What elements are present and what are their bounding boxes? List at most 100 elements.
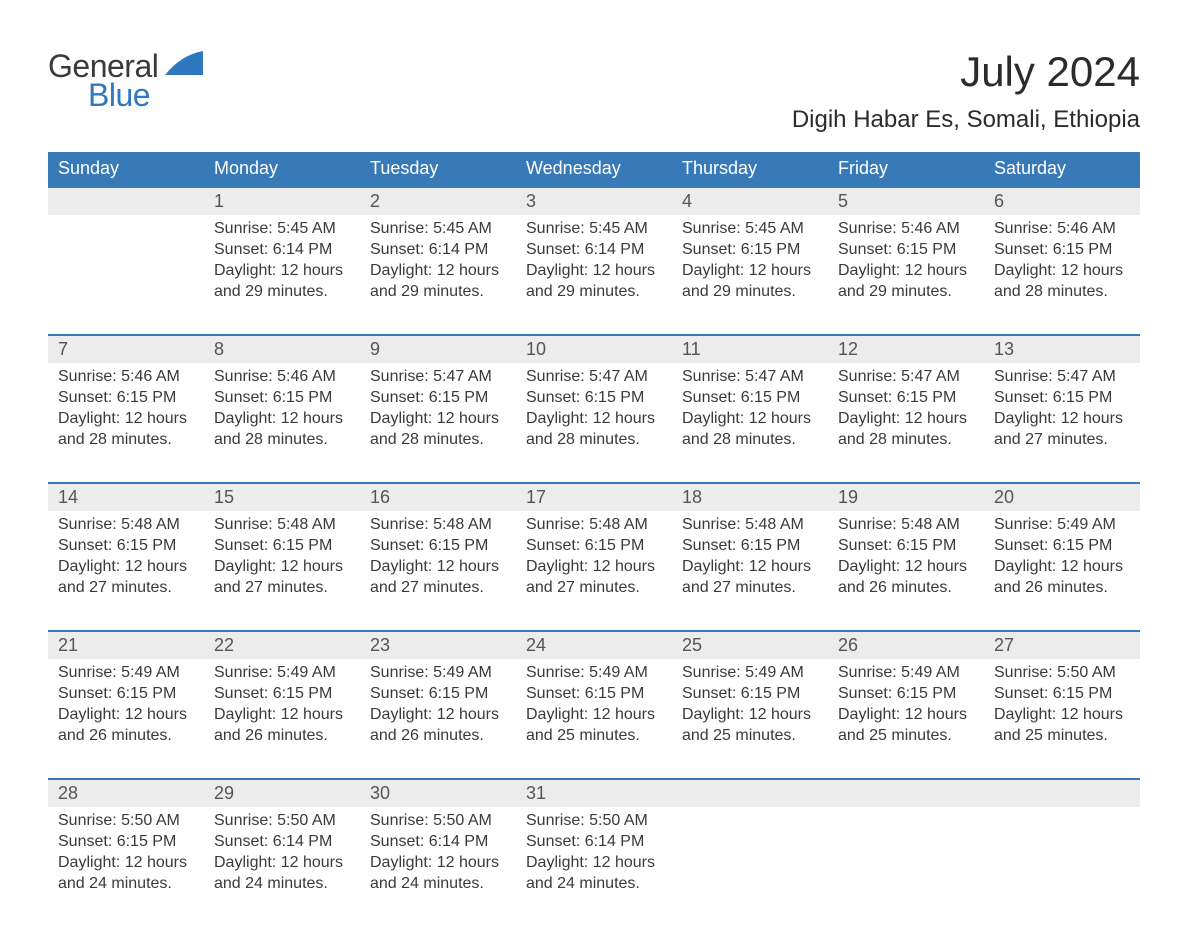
daylight-text: Daylight: 12 hours and 29 minutes. <box>682 260 818 302</box>
sunrise-text: Sunrise: 5:47 AM <box>526 366 662 387</box>
day-number: 21 <box>48 630 204 659</box>
sunrise-text: Sunrise: 5:48 AM <box>214 514 350 535</box>
daylight-text: Daylight: 12 hours and 26 minutes. <box>838 556 974 598</box>
sunrise-text: Sunrise: 5:46 AM <box>994 218 1130 239</box>
daylight-text: Daylight: 12 hours and 27 minutes. <box>526 556 662 598</box>
location: Digih Habar Es, Somali, Ethiopia <box>792 106 1140 134</box>
sunset-text: Sunset: 6:15 PM <box>58 831 194 852</box>
calendar-cell: 23Sunrise: 5:49 AMSunset: 6:15 PMDayligh… <box>360 630 516 778</box>
sunrise-text: Sunrise: 5:48 AM <box>58 514 194 535</box>
calendar-cell: 19Sunrise: 5:48 AMSunset: 6:15 PMDayligh… <box>828 482 984 630</box>
sunrise-text: Sunrise: 5:48 AM <box>370 514 506 535</box>
daylight-text: Daylight: 12 hours and 29 minutes. <box>526 260 662 302</box>
day-number: 24 <box>516 630 672 659</box>
calendar-cell: 8Sunrise: 5:46 AMSunset: 6:15 PMDaylight… <box>204 334 360 482</box>
daylight-text: Daylight: 12 hours and 27 minutes. <box>682 556 818 598</box>
day-header: Thursday <box>672 152 828 186</box>
day-number: 31 <box>516 778 672 807</box>
day-details: Sunrise: 5:49 AMSunset: 6:15 PMDaylight:… <box>828 659 984 756</box>
daylight-text: Daylight: 12 hours and 28 minutes. <box>838 408 974 450</box>
day-number <box>984 778 1140 807</box>
day-details: Sunrise: 5:50 AMSunset: 6:14 PMDaylight:… <box>204 807 360 904</box>
sunrise-text: Sunrise: 5:46 AM <box>214 366 350 387</box>
sunset-text: Sunset: 6:15 PM <box>682 239 818 260</box>
sunset-text: Sunset: 6:15 PM <box>994 683 1130 704</box>
calendar-cell: 11Sunrise: 5:47 AMSunset: 6:15 PMDayligh… <box>672 334 828 482</box>
calendar-cell: 6Sunrise: 5:46 AMSunset: 6:15 PMDaylight… <box>984 186 1140 334</box>
daylight-text: Daylight: 12 hours and 27 minutes. <box>994 408 1130 450</box>
day-number: 2 <box>360 186 516 215</box>
day-number: 30 <box>360 778 516 807</box>
sunset-text: Sunset: 6:15 PM <box>370 683 506 704</box>
daylight-text: Daylight: 12 hours and 28 minutes. <box>214 408 350 450</box>
sunset-text: Sunset: 6:15 PM <box>838 535 974 556</box>
calendar-cell: 10Sunrise: 5:47 AMSunset: 6:15 PMDayligh… <box>516 334 672 482</box>
day-details <box>672 807 828 820</box>
sunset-text: Sunset: 6:15 PM <box>994 535 1130 556</box>
sunset-text: Sunset: 6:15 PM <box>526 387 662 408</box>
day-details: Sunrise: 5:46 AMSunset: 6:15 PMDaylight:… <box>984 215 1140 312</box>
day-details: Sunrise: 5:49 AMSunset: 6:15 PMDaylight:… <box>204 659 360 756</box>
daylight-text: Daylight: 12 hours and 28 minutes. <box>370 408 506 450</box>
sunrise-text: Sunrise: 5:48 AM <box>682 514 818 535</box>
calendar-cell: 22Sunrise: 5:49 AMSunset: 6:15 PMDayligh… <box>204 630 360 778</box>
sunset-text: Sunset: 6:15 PM <box>58 535 194 556</box>
sunrise-text: Sunrise: 5:48 AM <box>838 514 974 535</box>
sunrise-text: Sunrise: 5:49 AM <box>526 662 662 683</box>
calendar-cell: 14Sunrise: 5:48 AMSunset: 6:15 PMDayligh… <box>48 482 204 630</box>
day-number <box>672 778 828 807</box>
sunset-text: Sunset: 6:15 PM <box>838 387 974 408</box>
day-header: Friday <box>828 152 984 186</box>
day-number: 12 <box>828 334 984 363</box>
day-number: 28 <box>48 778 204 807</box>
day-header: Saturday <box>984 152 1140 186</box>
day-details: Sunrise: 5:50 AMSunset: 6:15 PMDaylight:… <box>984 659 1140 756</box>
sunrise-text: Sunrise: 5:49 AM <box>838 662 974 683</box>
sunset-text: Sunset: 6:14 PM <box>526 831 662 852</box>
sunset-text: Sunset: 6:15 PM <box>994 239 1130 260</box>
daylight-text: Daylight: 12 hours and 26 minutes. <box>58 704 194 746</box>
daylight-text: Daylight: 12 hours and 29 minutes. <box>214 260 350 302</box>
daylight-text: Daylight: 12 hours and 25 minutes. <box>838 704 974 746</box>
day-number: 13 <box>984 334 1140 363</box>
month-title: July 2024 <box>792 48 1140 96</box>
sunset-text: Sunset: 6:14 PM <box>214 831 350 852</box>
day-number: 11 <box>672 334 828 363</box>
sunrise-text: Sunrise: 5:49 AM <box>58 662 194 683</box>
sunset-text: Sunset: 6:15 PM <box>526 535 662 556</box>
day-number: 16 <box>360 482 516 511</box>
calendar-cell: 3Sunrise: 5:45 AMSunset: 6:14 PMDaylight… <box>516 186 672 334</box>
sunrise-text: Sunrise: 5:50 AM <box>994 662 1130 683</box>
calendar-cell: 31Sunrise: 5:50 AMSunset: 6:14 PMDayligh… <box>516 778 672 926</box>
daylight-text: Daylight: 12 hours and 24 minutes. <box>370 852 506 894</box>
sunrise-text: Sunrise: 5:49 AM <box>994 514 1130 535</box>
day-details: Sunrise: 5:46 AMSunset: 6:15 PMDaylight:… <box>204 363 360 460</box>
day-details: Sunrise: 5:48 AMSunset: 6:15 PMDaylight:… <box>516 511 672 608</box>
calendar-cell: 17Sunrise: 5:48 AMSunset: 6:15 PMDayligh… <box>516 482 672 630</box>
sunrise-text: Sunrise: 5:50 AM <box>214 810 350 831</box>
day-details: Sunrise: 5:47 AMSunset: 6:15 PMDaylight:… <box>984 363 1140 460</box>
sunset-text: Sunset: 6:15 PM <box>682 387 818 408</box>
sunset-text: Sunset: 6:15 PM <box>838 683 974 704</box>
day-number: 1 <box>204 186 360 215</box>
day-number: 3 <box>516 186 672 215</box>
day-details: Sunrise: 5:49 AMSunset: 6:15 PMDaylight:… <box>516 659 672 756</box>
day-number: 29 <box>204 778 360 807</box>
sunset-text: Sunset: 6:15 PM <box>370 387 506 408</box>
daylight-text: Daylight: 12 hours and 28 minutes. <box>58 408 194 450</box>
day-header: Sunday <box>48 152 204 186</box>
daylight-text: Daylight: 12 hours and 26 minutes. <box>214 704 350 746</box>
sunset-text: Sunset: 6:14 PM <box>370 239 506 260</box>
day-details: Sunrise: 5:48 AMSunset: 6:15 PMDaylight:… <box>360 511 516 608</box>
day-number <box>828 778 984 807</box>
calendar-cell: 13Sunrise: 5:47 AMSunset: 6:15 PMDayligh… <box>984 334 1140 482</box>
daylight-text: Daylight: 12 hours and 27 minutes. <box>370 556 506 598</box>
sunset-text: Sunset: 6:15 PM <box>214 535 350 556</box>
sunset-text: Sunset: 6:15 PM <box>214 387 350 408</box>
day-details: Sunrise: 5:48 AMSunset: 6:15 PMDaylight:… <box>204 511 360 608</box>
sunset-text: Sunset: 6:15 PM <box>58 387 194 408</box>
calendar-cell: 16Sunrise: 5:48 AMSunset: 6:15 PMDayligh… <box>360 482 516 630</box>
day-details: Sunrise: 5:49 AMSunset: 6:15 PMDaylight:… <box>984 511 1140 608</box>
calendar-cell: 26Sunrise: 5:49 AMSunset: 6:15 PMDayligh… <box>828 630 984 778</box>
header: General Blue July 2024 Digih Habar Es, S… <box>48 48 1140 146</box>
